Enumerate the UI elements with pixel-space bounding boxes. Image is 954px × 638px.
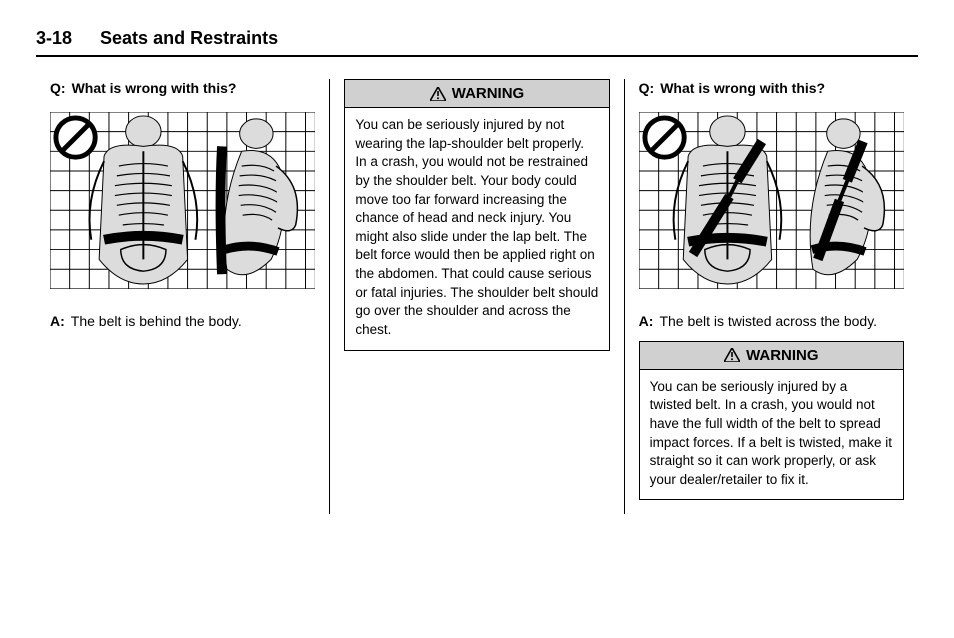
warning-box-1: WARNING You can be seriously injured by …	[344, 79, 609, 351]
warning-body-1: You can be seriously injured by not wear…	[345, 108, 608, 350]
a-prefix: A:	[50, 312, 65, 331]
figure-belt-twisted	[639, 112, 904, 289]
warning-label-2: WARNING	[746, 347, 819, 364]
page-number: 3-18	[36, 28, 72, 49]
page-header: 3-18 Seats and Restraints	[36, 28, 918, 49]
warning-header-1: WARNING	[345, 80, 608, 108]
q-prefix-2: Q:	[639, 79, 655, 98]
warning-header-2: WARNING	[640, 342, 903, 370]
q-text-2: What is wrong with this?	[660, 79, 825, 98]
q-text: What is wrong with this?	[72, 79, 237, 98]
section-title: Seats and Restraints	[100, 28, 278, 49]
column-3: Q: What is wrong with this?	[624, 79, 918, 514]
a-text: The belt is behind the body.	[71, 312, 242, 331]
answer-2: A: The belt is twisted across the body.	[639, 312, 904, 331]
warning-label-1: WARNING	[452, 85, 525, 102]
question-2: Q: What is wrong with this?	[639, 79, 904, 98]
warning-triangle-icon	[724, 348, 740, 362]
question-1: Q: What is wrong with this?	[50, 79, 315, 98]
prohibit-icon	[56, 118, 95, 157]
q-prefix: Q:	[50, 79, 66, 98]
prohibit-icon	[645, 118, 684, 157]
header-rule	[36, 55, 918, 57]
column-1: Q: What is wrong with this?	[36, 79, 329, 514]
a-prefix-2: A:	[639, 312, 654, 331]
warning-body-2: You can be seriously injured by a twiste…	[640, 370, 903, 500]
a-text-2: The belt is twisted across the body.	[659, 312, 877, 331]
content-columns: Q: What is wrong with this?	[36, 79, 918, 514]
warning-triangle-icon	[430, 87, 446, 101]
column-2: WARNING You can be seriously injured by …	[329, 79, 623, 514]
warning-box-2: WARNING You can be seriously injured by …	[639, 341, 904, 501]
figure-belt-behind-body	[50, 112, 315, 289]
answer-1: A: The belt is behind the body.	[50, 312, 315, 331]
